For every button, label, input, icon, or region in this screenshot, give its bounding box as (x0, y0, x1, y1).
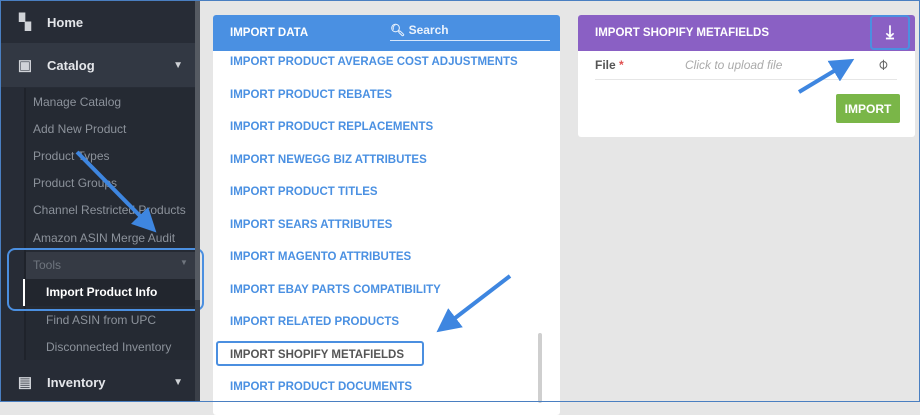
file-label: File * (595, 58, 624, 72)
arrow-annotation (75, 150, 157, 233)
download-template-button[interactable]: ⤓ (870, 15, 910, 50)
import-data-panel: IMPORT DATA 🔍︎ Search IMPORT PRODUCT AVE… (213, 15, 560, 415)
sidebar-item-product-types[interactable]: Product Types (33, 149, 110, 163)
sidebar-item-manage-catalog[interactable]: Manage Catalog (33, 95, 122, 109)
search-input[interactable]: 🔍︎ Search (390, 23, 550, 41)
list-item[interactable]: IMPORT PRODUCT DOCUMENTS (230, 381, 413, 393)
list-item[interactable]: IMPORT NEWEGG BIZ ATTRIBUTES (230, 154, 427, 166)
chevron-down-icon: ▼ (173, 59, 183, 71)
sidebar-item-catalog[interactable]: ▣ Catalog ▼ (0, 43, 195, 87)
tools-bg (26, 252, 195, 279)
catalog-icon: ▣ (17, 57, 33, 74)
inventory-icon: ▤ (17, 374, 33, 391)
arrow-annotation (436, 274, 512, 333)
panel-header: IMPORT DATA 🔍︎ Search (213, 15, 560, 51)
required-mark: * (619, 58, 624, 72)
panel-title: IMPORT SHOPIFY METAFIELDS (595, 27, 769, 39)
list-item[interactable]: IMPORT PRODUCT REBATES (230, 89, 393, 101)
panel-title: IMPORT DATA (230, 27, 309, 39)
sidebar-item-tools[interactable]: Tools (33, 258, 62, 272)
divider (595, 79, 897, 80)
list-item[interactable]: IMPORT EBAY PARTS COMPATIBILITY (230, 284, 441, 296)
sidebar-item-product-groups[interactable]: Product Groups (33, 176, 118, 190)
download-icon: ⤓ (886, 22, 894, 42)
list-item-selected[interactable]: IMPORT SHOPIFY METAFIELDS (230, 349, 404, 361)
list-scrollbar[interactable] (538, 333, 542, 403)
shopify-panel: IMPORT SHOPIFY METAFIELDS ⤓ File * Click… (578, 15, 915, 137)
sidebar-item-asin-merge-audit[interactable]: Amazon ASIN Merge Audit (33, 231, 176, 245)
label: Inventory (47, 374, 106, 390)
file-upload-input[interactable]: Click to upload file (685, 58, 783, 72)
sidebar-item-inventory[interactable]: ▤ Inventory ▼ (0, 360, 195, 404)
list-item[interactable]: IMPORT PRODUCT AVERAGE COST ADJUSTMENTS (230, 56, 518, 68)
chevron-down-icon: ▼ (173, 376, 183, 388)
list-item[interactable]: IMPORT PRODUCT TITLES (230, 186, 378, 198)
sidebar-scroll-thumb[interactable] (195, 0, 200, 300)
label: Catalog (47, 57, 95, 73)
sidebar-item-home[interactable]: ▚ Home (0, 0, 195, 44)
panel-header: IMPORT SHOPIFY METAFIELDS ⤓ (578, 15, 915, 51)
active-item-bg (23, 279, 195, 306)
annotation-arrows (75, 58, 855, 333)
arrow-annotation (797, 58, 855, 94)
sidebar-item-add-new-product[interactable]: Add New Product (33, 122, 127, 136)
label: Home (47, 14, 84, 30)
list-item[interactable]: IMPORT RELATED PRODUCTS (230, 316, 400, 328)
highlight-box (216, 341, 424, 366)
file-label-text: File (595, 58, 616, 72)
list-item[interactable]: IMPORT PRODUCT REPLACEMENTS (230, 121, 434, 133)
list-item[interactable]: IMPORT SEARS ATTRIBUTES (230, 219, 393, 231)
sidebar: ▚ Home ▣ Catalog ▼ Manage Catalog Add New P… (0, 0, 204, 404)
chevron-down-icon: ▼ (180, 258, 188, 267)
search-placeholder: Search (408, 23, 449, 37)
import-button[interactable]: IMPORT (836, 94, 900, 123)
search-icon: 🔍︎ (390, 23, 406, 37)
sidebar-item-disconnected-inventory[interactable]: Disconnected Inventory (46, 340, 172, 354)
catalog-submenu (24, 88, 195, 360)
list-item[interactable]: IMPORT MAGENTO ATTRIBUTES (230, 251, 412, 263)
highlight-box (7, 248, 204, 311)
sidebar-item-find-asin[interactable]: Find ASIN from UPC (46, 313, 157, 327)
dashboard-icon: ▚ (19, 14, 31, 31)
sidebar-item-import-product-info[interactable]: Import Product Info (46, 285, 158, 299)
